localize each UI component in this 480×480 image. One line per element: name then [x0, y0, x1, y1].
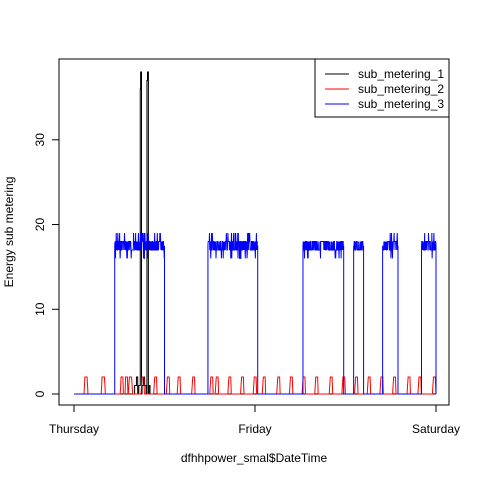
series-line-sub_metering_3 — [74, 232, 437, 395]
legend: sub_metering_1sub_metering_2sub_metering… — [314, 58, 450, 118]
y-axis-title: Energy sub metering — [2, 177, 16, 288]
y-tick-label: 20 — [33, 218, 47, 232]
legend-box — [314, 58, 450, 118]
x-tick-label: Saturday — [412, 422, 460, 436]
y-tick-label: 0 — [33, 390, 47, 397]
y-axis: 0 10 20 30 — [33, 133, 60, 397]
x-axis: Thursday Friday Saturday — [49, 404, 460, 436]
legend-label-sub_metering_1: sub_metering_1 — [358, 67, 444, 81]
legend-label-sub_metering_2: sub_metering_2 — [358, 82, 444, 96]
y-tick-label: 10 — [33, 302, 47, 316]
legend-label-sub_metering_3: sub_metering_3 — [358, 97, 444, 111]
series-line-sub_metering_1 — [74, 71, 436, 395]
y-tick-label: 30 — [33, 133, 47, 147]
series-line-sub_metering_2 — [74, 376, 437, 395]
x-tick-label: Thursday — [49, 422, 99, 436]
series-layer — [74, 71, 437, 395]
x-tick-label: Friday — [238, 422, 271, 436]
x-axis-title: dfhhpower_smal$DateTime — [181, 451, 328, 465]
